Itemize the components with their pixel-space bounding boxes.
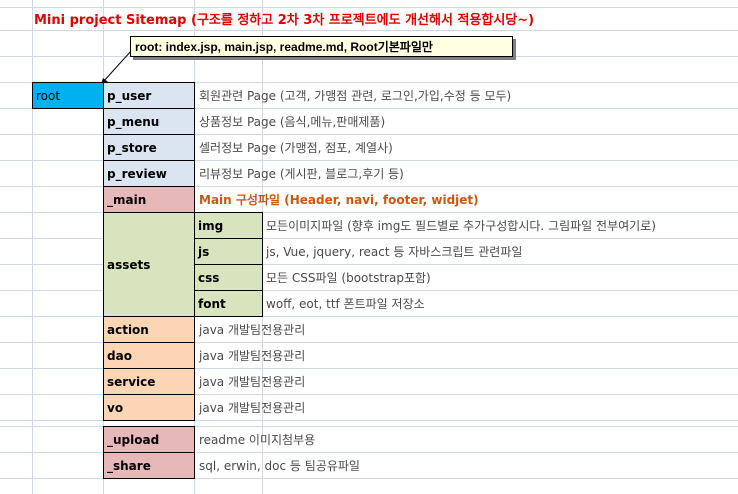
cell-dao[interactable]: dao xyxy=(103,342,195,369)
cell-p-review[interactable]: p_review xyxy=(103,160,195,187)
cell-assets[interactable]: assets xyxy=(103,212,195,317)
desc-upload: readme 이미지첨부용 xyxy=(199,432,316,447)
desc-p-user: 회원관련 Page (고객, 가맹점 관련, 로그인,가입,수정 등 모두) xyxy=(199,88,512,103)
desc-assets-font: woff, eot, ttf 폰트파일 저장소 xyxy=(266,296,425,311)
cell-upload[interactable]: _upload xyxy=(103,426,195,453)
desc-vo: java 개발팀전용관리 xyxy=(199,400,306,415)
desc-service: java 개발팀전용관리 xyxy=(199,374,306,389)
cell-service[interactable]: service xyxy=(103,368,195,395)
cell-p-user[interactable]: p_user xyxy=(103,82,195,109)
cell-assets-img[interactable]: img xyxy=(194,212,263,239)
desc-assets-css: 모든 CSS파일 (bootstrap포함) xyxy=(266,270,431,285)
desc-main: Main 구성파일 (Header, navi, footer, widjet) xyxy=(199,192,479,207)
cell-main[interactable]: _main xyxy=(103,186,195,213)
desc-action: java 개발팀전용관리 xyxy=(199,322,306,337)
cell-p-store[interactable]: p_store xyxy=(103,134,195,161)
desc-p-store: 셀러정보 Page (가맹점, 점포, 계열사) xyxy=(199,140,393,155)
desc-p-review: 리뷰정보 Page (게시판, 블로그,후기 등) xyxy=(199,166,404,181)
desc-dao: java 개발팀전용관리 xyxy=(199,348,306,363)
cell-vo[interactable]: vo xyxy=(103,394,195,421)
cell-p-menu[interactable]: p_menu xyxy=(103,108,195,135)
cell-assets-font[interactable]: font xyxy=(194,290,263,317)
desc-share: sql, erwin, doc 등 팀공유파일 xyxy=(199,458,360,473)
cell-root[interactable]: root xyxy=(32,82,104,109)
cell-share[interactable]: _share xyxy=(103,452,195,479)
cell-assets-js[interactable]: js xyxy=(194,238,263,265)
desc-assets-img: 모든이미지파일 (향후 img도 필드별로 추가구성합시다. 그림파일 전부여기… xyxy=(266,218,656,233)
sheet-title: Mini project Sitemap (구조를 정하고 2차 3차 프로젝트… xyxy=(34,12,535,28)
desc-assets-js: js, Vue, jquery, react 등 자바스크립트 관련파일 xyxy=(266,244,523,259)
cell-comment-note: root: index.jsp, main.jsp, readme.md, Ro… xyxy=(130,36,513,57)
cell-assets-css[interactable]: css xyxy=(194,264,263,291)
cell-action[interactable]: action xyxy=(103,316,195,343)
desc-p-menu: 상품정보 Page (음식,메뉴,판매제품) xyxy=(199,114,386,129)
